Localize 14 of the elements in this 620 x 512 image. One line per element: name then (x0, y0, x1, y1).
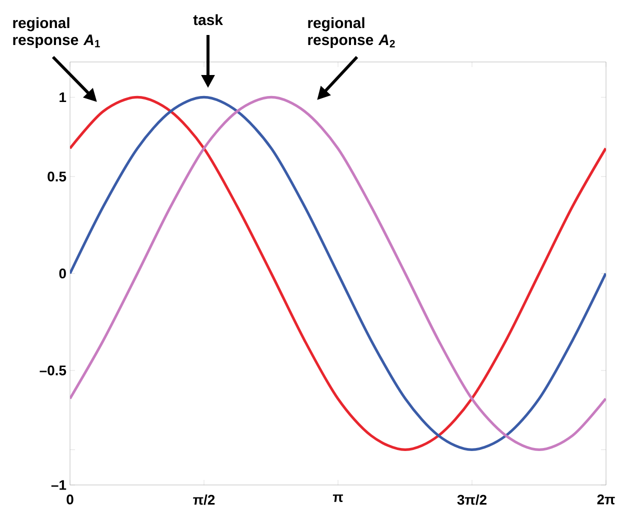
y-tick-label: 0 (59, 268, 66, 278)
x-tick-label: π/2 (193, 494, 215, 505)
x-tick-label: 2π (597, 494, 615, 504)
x-tick-label: 0 (66, 494, 74, 504)
y-tick-label: 0.5 (48, 172, 66, 182)
y-tick-label: –1 (51, 480, 66, 490)
text: task (193, 14, 223, 26)
x-tick-label: 3π/2 (457, 494, 486, 505)
text: regional response A$_{2}$ (308, 17, 395, 48)
y-tick-label: 1 (60, 92, 66, 102)
y-tick-label: –0.5 (40, 365, 66, 376)
line-series (70, 96, 606, 452)
text: regional response A$_{1}$ (13, 17, 100, 48)
x-tick-label: π (332, 494, 343, 502)
